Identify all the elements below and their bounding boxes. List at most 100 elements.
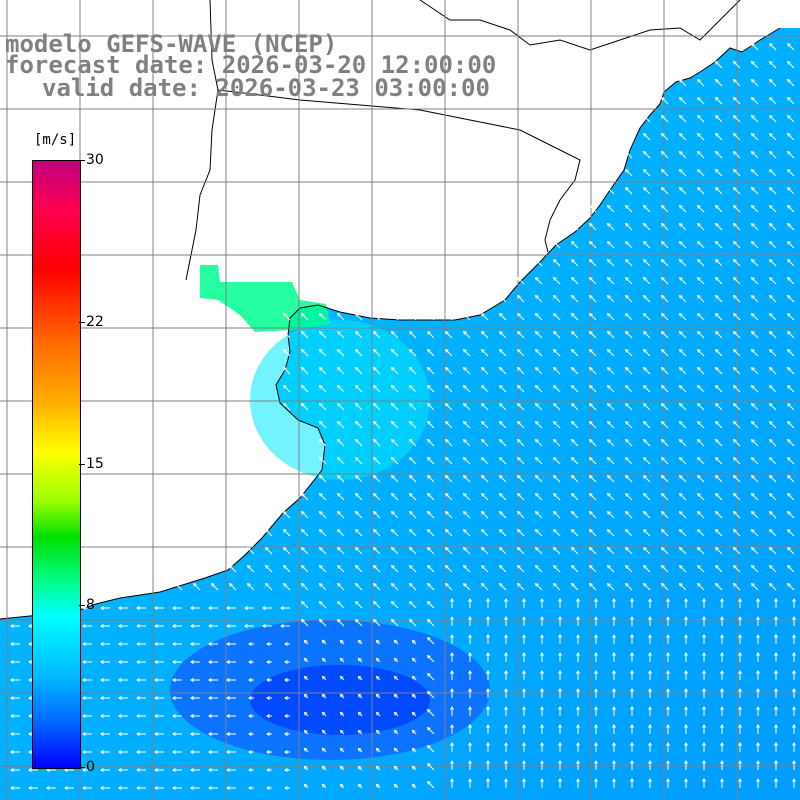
wind-arrow-head — [660, 420, 665, 425]
wind-arrow-head — [786, 78, 791, 83]
wind-arrow-head — [426, 546, 431, 551]
wind-arrow-head — [444, 474, 449, 479]
wind-arrow-head — [504, 652, 508, 656]
wind-arrow-head — [118, 642, 122, 646]
wind-arrow — [697, 151, 705, 159]
wind-arrow-head — [624, 492, 629, 497]
wind-arrow — [427, 331, 435, 339]
wind-arrow — [373, 511, 381, 519]
wind-arrow — [355, 421, 363, 429]
wind-arrow-head — [450, 670, 454, 674]
wind-arrow — [625, 403, 633, 411]
wind-arrow-head — [226, 696, 230, 700]
wind-arrow-head — [534, 510, 539, 515]
wind-arrow-head — [411, 657, 416, 662]
wind-arrow-head — [792, 778, 796, 782]
wind-arrow — [607, 385, 615, 393]
wind-arrow-head — [336, 618, 341, 623]
wind-arrow-head — [756, 670, 760, 674]
wind-arrow-head — [702, 688, 706, 692]
wind-arrow-head — [28, 786, 32, 790]
wind-arrow-head — [552, 240, 557, 245]
wind-arrow — [625, 151, 633, 159]
wind-arrow-head — [570, 348, 575, 353]
wind-arrow-head — [768, 402, 773, 407]
wind-arrow-head — [660, 348, 665, 353]
wind-arrow-head — [118, 678, 122, 682]
wind-arrow — [751, 367, 759, 375]
wind-arrow-head — [100, 606, 104, 610]
wind-arrow-head — [393, 765, 398, 770]
wind-arrow — [769, 313, 777, 321]
wind-arrow-head — [696, 402, 701, 407]
colorbar-tick-label: 0 — [86, 759, 95, 775]
wind-arrow-head — [624, 348, 629, 353]
wind-arrow-head — [264, 546, 269, 551]
wind-arrow — [607, 421, 615, 429]
wind-arrow-head — [576, 652, 580, 656]
wind-arrow-head — [486, 760, 490, 764]
wind-arrow — [751, 79, 759, 87]
wind-arrow — [391, 439, 399, 447]
wind-arrow — [319, 601, 327, 609]
wind-arrow-head — [282, 510, 287, 515]
wind-arrow — [733, 385, 741, 393]
wind-arrow — [517, 349, 525, 357]
wind-arrow — [733, 223, 741, 231]
wind-arrow-head — [588, 456, 593, 461]
wind-arrow-head — [534, 294, 539, 299]
wind-arrow-head — [624, 582, 629, 587]
wind-arrow — [787, 295, 795, 303]
wind-arrow — [553, 385, 561, 393]
wind-arrow-head — [792, 706, 796, 710]
wind-arrow-head — [408, 348, 413, 353]
wind-arrow — [571, 385, 579, 393]
wind-arrow-head — [462, 366, 467, 371]
wind-arrow-head — [522, 742, 526, 746]
wind-arrow — [733, 403, 741, 411]
wind-arrow — [787, 259, 795, 267]
wind-arrow — [301, 619, 309, 627]
wind-arrow-head — [82, 678, 86, 682]
wind-arrow-head — [768, 420, 773, 425]
wind-arrow — [679, 295, 687, 303]
wind-arrow-head — [714, 276, 719, 281]
wind-arrow-head — [714, 510, 719, 515]
wind-arrow — [697, 565, 705, 573]
wind-arrow-head — [594, 778, 598, 782]
wind-arrow-head — [774, 778, 778, 782]
wind-arrow-head — [606, 528, 611, 533]
wind-arrow-head — [426, 672, 431, 677]
wind-arrow — [481, 565, 489, 573]
wind-arrow — [715, 349, 723, 357]
wind-arrow-head — [372, 312, 377, 317]
wind-arrow-head — [630, 598, 634, 602]
wind-arrow — [715, 61, 723, 69]
wind-arrow — [661, 349, 669, 357]
wind-arrow — [337, 403, 345, 411]
wind-arrow-head — [786, 582, 791, 587]
wind-arrow-head — [154, 714, 158, 718]
wind-arrow — [535, 331, 543, 339]
wind-arrow-head — [10, 786, 14, 790]
wind-arrow-head — [450, 652, 454, 656]
wind-arrow — [733, 457, 741, 465]
wind-arrow-head — [786, 528, 791, 533]
wind-arrow-head — [248, 660, 252, 664]
wind-arrow — [607, 349, 615, 357]
wind-arrow-head — [552, 258, 557, 263]
wind-arrow — [751, 61, 759, 69]
wind-arrow — [355, 475, 363, 483]
wind-arrow-head — [756, 760, 760, 764]
wind-arrow-head — [678, 294, 683, 299]
wind-arrow — [787, 241, 795, 249]
wind-arrow-head — [660, 438, 665, 443]
wind-arrow — [337, 529, 345, 537]
wind-arrow-head — [642, 510, 647, 515]
wind-arrow-head — [82, 606, 86, 610]
wind-arrow — [499, 547, 507, 555]
wind-arrow-head — [266, 786, 270, 790]
wind-arrow-head — [714, 114, 719, 119]
wind-arrow — [715, 583, 723, 591]
wind-arrow — [733, 205, 741, 213]
